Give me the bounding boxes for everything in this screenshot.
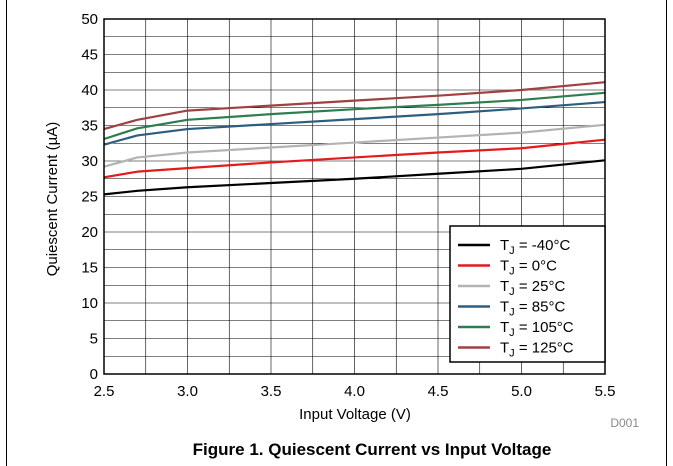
x-tick-label: 2.5: [94, 383, 115, 400]
frame-left-border: [6, 0, 7, 466]
y-tick-label: 35: [81, 118, 98, 135]
y-tick-label: 50: [81, 11, 98, 28]
legend-label: TJ = 85°C: [500, 299, 565, 319]
x-tick-label: 4.0: [344, 383, 365, 400]
figure-caption: Figure 1. Quiescent Current vs Input Vol…: [193, 440, 552, 459]
series-line: [103, 138, 606, 179]
legend-label: TJ = 25°C: [500, 278, 565, 298]
x-tick-label: 4.5: [428, 383, 449, 400]
series-lines: [103, 81, 606, 196]
legend-label: TJ = 105°C: [500, 319, 574, 339]
series-line: [103, 159, 606, 196]
x-axis-label: Input Voltage (V): [299, 406, 411, 423]
x-tick-labels: 2.5 3.0 3.5 4.0 4.5 5.0 5.5: [94, 383, 616, 400]
legend-label: TJ = 125°C: [500, 340, 574, 360]
x-tick-label: 5.5: [595, 383, 616, 400]
y-tick-label: 0: [90, 366, 98, 383]
x-tick-label: 5.0: [511, 383, 532, 400]
series-line: [103, 100, 606, 146]
y-tick-label: 20: [81, 224, 98, 241]
series-line: [103, 123, 606, 168]
y-tick-label: 10: [81, 295, 98, 312]
y-tick-label: 40: [81, 82, 98, 99]
x-tick-label: 3.0: [177, 383, 198, 400]
series-line: [103, 91, 606, 141]
legend-label: TJ = 0°C: [500, 258, 557, 278]
series-line: [103, 81, 606, 131]
y-tick-label: 45: [81, 47, 98, 64]
y-tick-label: 15: [81, 260, 98, 277]
legend-label: TJ = -40°C: [500, 237, 570, 257]
y-tick-label: 25: [81, 189, 98, 206]
y-tick-label: 30: [81, 153, 98, 170]
figure-code: D001: [610, 416, 639, 430]
y-tick-labels: 0 5 10 15 20 25 30 35 40 45 50: [81, 11, 98, 383]
frame-right-border: [666, 0, 667, 466]
y-tick-label: 5: [90, 331, 98, 348]
x-tick-label: 3.5: [261, 383, 282, 400]
legend: TJ = -40°CTJ = 0°CTJ = 25°CTJ = 85°CTJ =…: [449, 225, 606, 363]
legend-box: [449, 225, 606, 363]
plot-area-border: [103, 18, 606, 375]
y-axis-label: Quiescent Current (µA): [44, 122, 61, 277]
